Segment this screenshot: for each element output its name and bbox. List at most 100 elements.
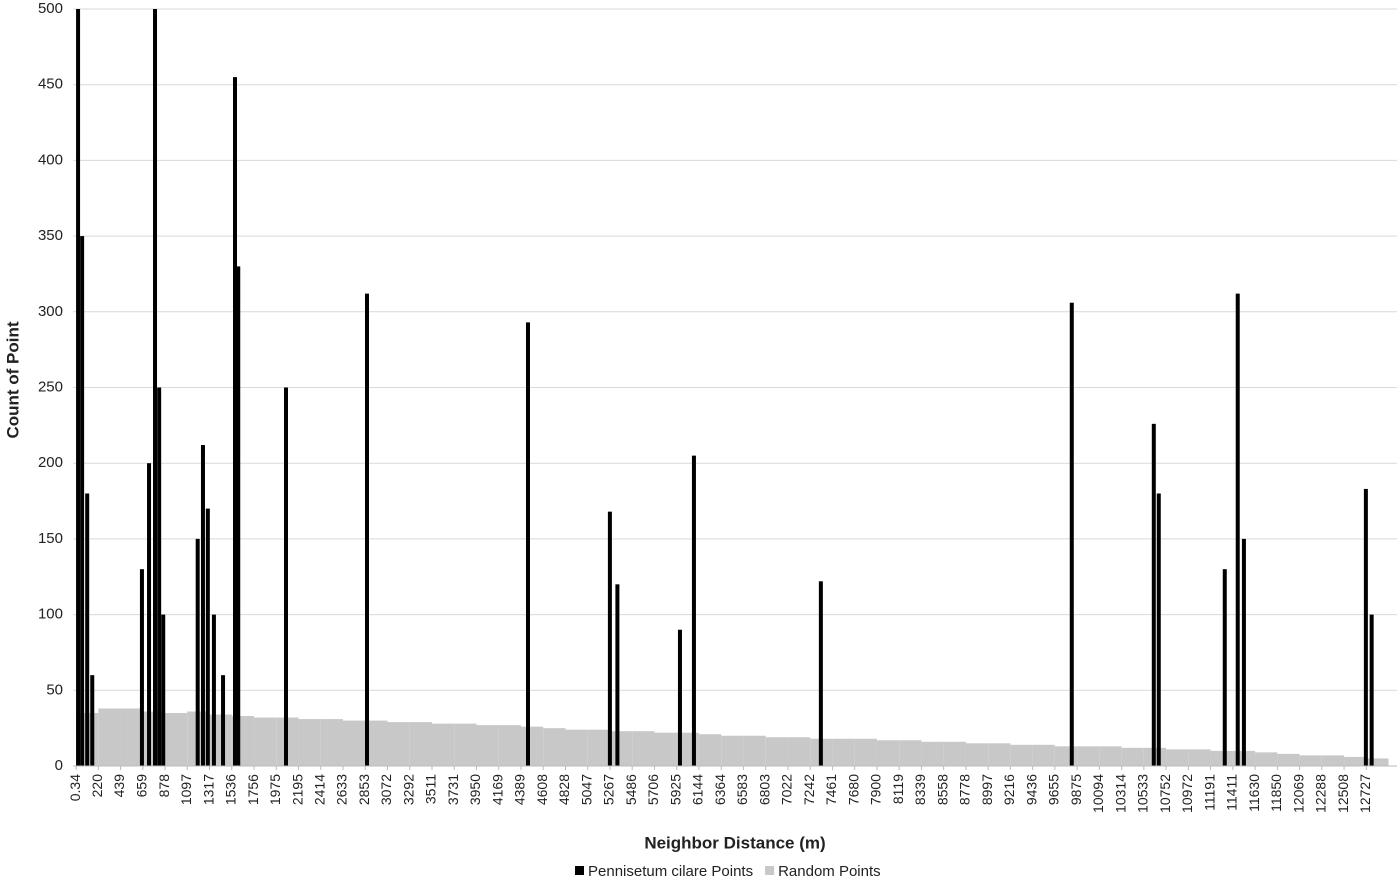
x-tick-label: 10752 <box>1157 774 1173 813</box>
bar <box>298 719 321 766</box>
y-axis-title: Count of Point <box>3 321 22 438</box>
bar <box>1188 749 1211 766</box>
x-tick-label: 10972 <box>1179 774 1195 813</box>
bar <box>1277 753 1300 766</box>
bar <box>153 9 158 766</box>
bar <box>677 629 682 766</box>
bar <box>943 741 966 766</box>
legend-swatch <box>575 866 584 875</box>
x-tick-label: 878 <box>156 774 172 798</box>
bar <box>205 508 210 766</box>
bar <box>254 717 277 766</box>
x-tick-label: 11191 <box>1201 774 1217 811</box>
x-tick-label: 12069 <box>1290 774 1306 813</box>
x-tick-label: 0.34 <box>67 774 83 801</box>
bar <box>98 708 121 766</box>
bar <box>1077 746 1100 766</box>
x-tick-label: 12727 <box>1357 774 1373 813</box>
bar <box>139 569 144 766</box>
bar <box>200 445 205 766</box>
bar <box>1151 423 1156 766</box>
legend-label: Pennisetum cilare Points <box>588 863 753 880</box>
x-tick-label: 8339 <box>912 774 928 805</box>
x-tick-label: 8119 <box>890 774 906 804</box>
bar <box>236 266 241 766</box>
y-tick-label: 450 <box>38 76 63 93</box>
bar <box>85 493 90 766</box>
bar <box>565 729 588 766</box>
bar <box>283 387 288 766</box>
x-tick-label: 4169 <box>489 774 505 805</box>
bar <box>165 713 188 766</box>
x-tick-label: 1097 <box>178 774 194 805</box>
bar <box>1366 758 1389 766</box>
x-tick-label: 6803 <box>756 774 772 805</box>
bar <box>743 735 766 766</box>
bar <box>365 720 388 766</box>
bar <box>90 675 95 766</box>
x-tick-label: 3292 <box>400 774 416 805</box>
bar <box>1054 746 1078 766</box>
x-tick-label: 1536 <box>222 774 238 805</box>
bar <box>1241 538 1246 766</box>
y-tick-label: 0 <box>55 757 63 774</box>
bar <box>520 726 544 766</box>
bar <box>387 722 410 766</box>
bar <box>157 387 162 766</box>
bar <box>610 731 633 766</box>
x-tick-label: 7461 <box>823 774 839 805</box>
bar <box>320 719 343 766</box>
bar <box>615 584 620 766</box>
bar <box>1321 755 1345 766</box>
bar <box>1363 488 1368 766</box>
x-tick-label: 9216 <box>1001 774 1017 805</box>
x-tick-label: 2195 <box>289 774 305 805</box>
x-tick-label: 5267 <box>601 774 617 805</box>
x-tick-label: 3731 <box>445 774 461 805</box>
bar <box>721 735 744 766</box>
bar <box>221 675 226 766</box>
bar <box>1069 302 1074 766</box>
bar <box>1156 493 1161 766</box>
bar <box>787 737 811 766</box>
bar <box>965 743 989 766</box>
x-tick-label: 11850 <box>1268 774 1284 812</box>
y-tick-label: 50 <box>46 681 63 698</box>
bar <box>899 740 922 766</box>
y-tick-label: 250 <box>38 378 63 395</box>
x-tick-label: 10533 <box>1135 774 1151 813</box>
x-tick-label: 659 <box>134 774 150 798</box>
x-tick-label: 4828 <box>556 774 572 805</box>
bar <box>161 614 166 766</box>
x-tick-label: 12288 <box>1312 774 1328 813</box>
y-tick-label: 400 <box>38 151 63 168</box>
bar <box>76 9 81 766</box>
bar <box>1344 756 1367 766</box>
legend-label: Random Points <box>778 863 881 880</box>
bar <box>876 740 900 766</box>
bar <box>1369 614 1374 766</box>
bar <box>147 463 152 766</box>
bar <box>525 322 530 766</box>
bar <box>988 743 1011 766</box>
x-tick-label: 9436 <box>1023 774 1039 805</box>
bar <box>854 738 877 766</box>
x-tick-label: 2853 <box>356 774 372 805</box>
x-tick-label: 11630 <box>1246 774 1262 812</box>
bar <box>80 236 85 767</box>
bar <box>476 725 499 766</box>
x-tick-label: 8558 <box>934 774 950 805</box>
x-tick-label: 9875 <box>1068 774 1084 805</box>
x-tick-label: 3511 <box>423 774 439 804</box>
y-tick-label: 350 <box>38 227 63 244</box>
bar <box>698 734 722 766</box>
bar <box>543 728 566 766</box>
bar <box>818 581 823 766</box>
y-tick-label: 300 <box>38 303 63 320</box>
bar <box>587 729 611 766</box>
bar <box>1210 750 1233 766</box>
x-tick-label: 10314 <box>1112 774 1128 813</box>
bar <box>342 720 366 766</box>
bar <box>1032 744 1055 766</box>
